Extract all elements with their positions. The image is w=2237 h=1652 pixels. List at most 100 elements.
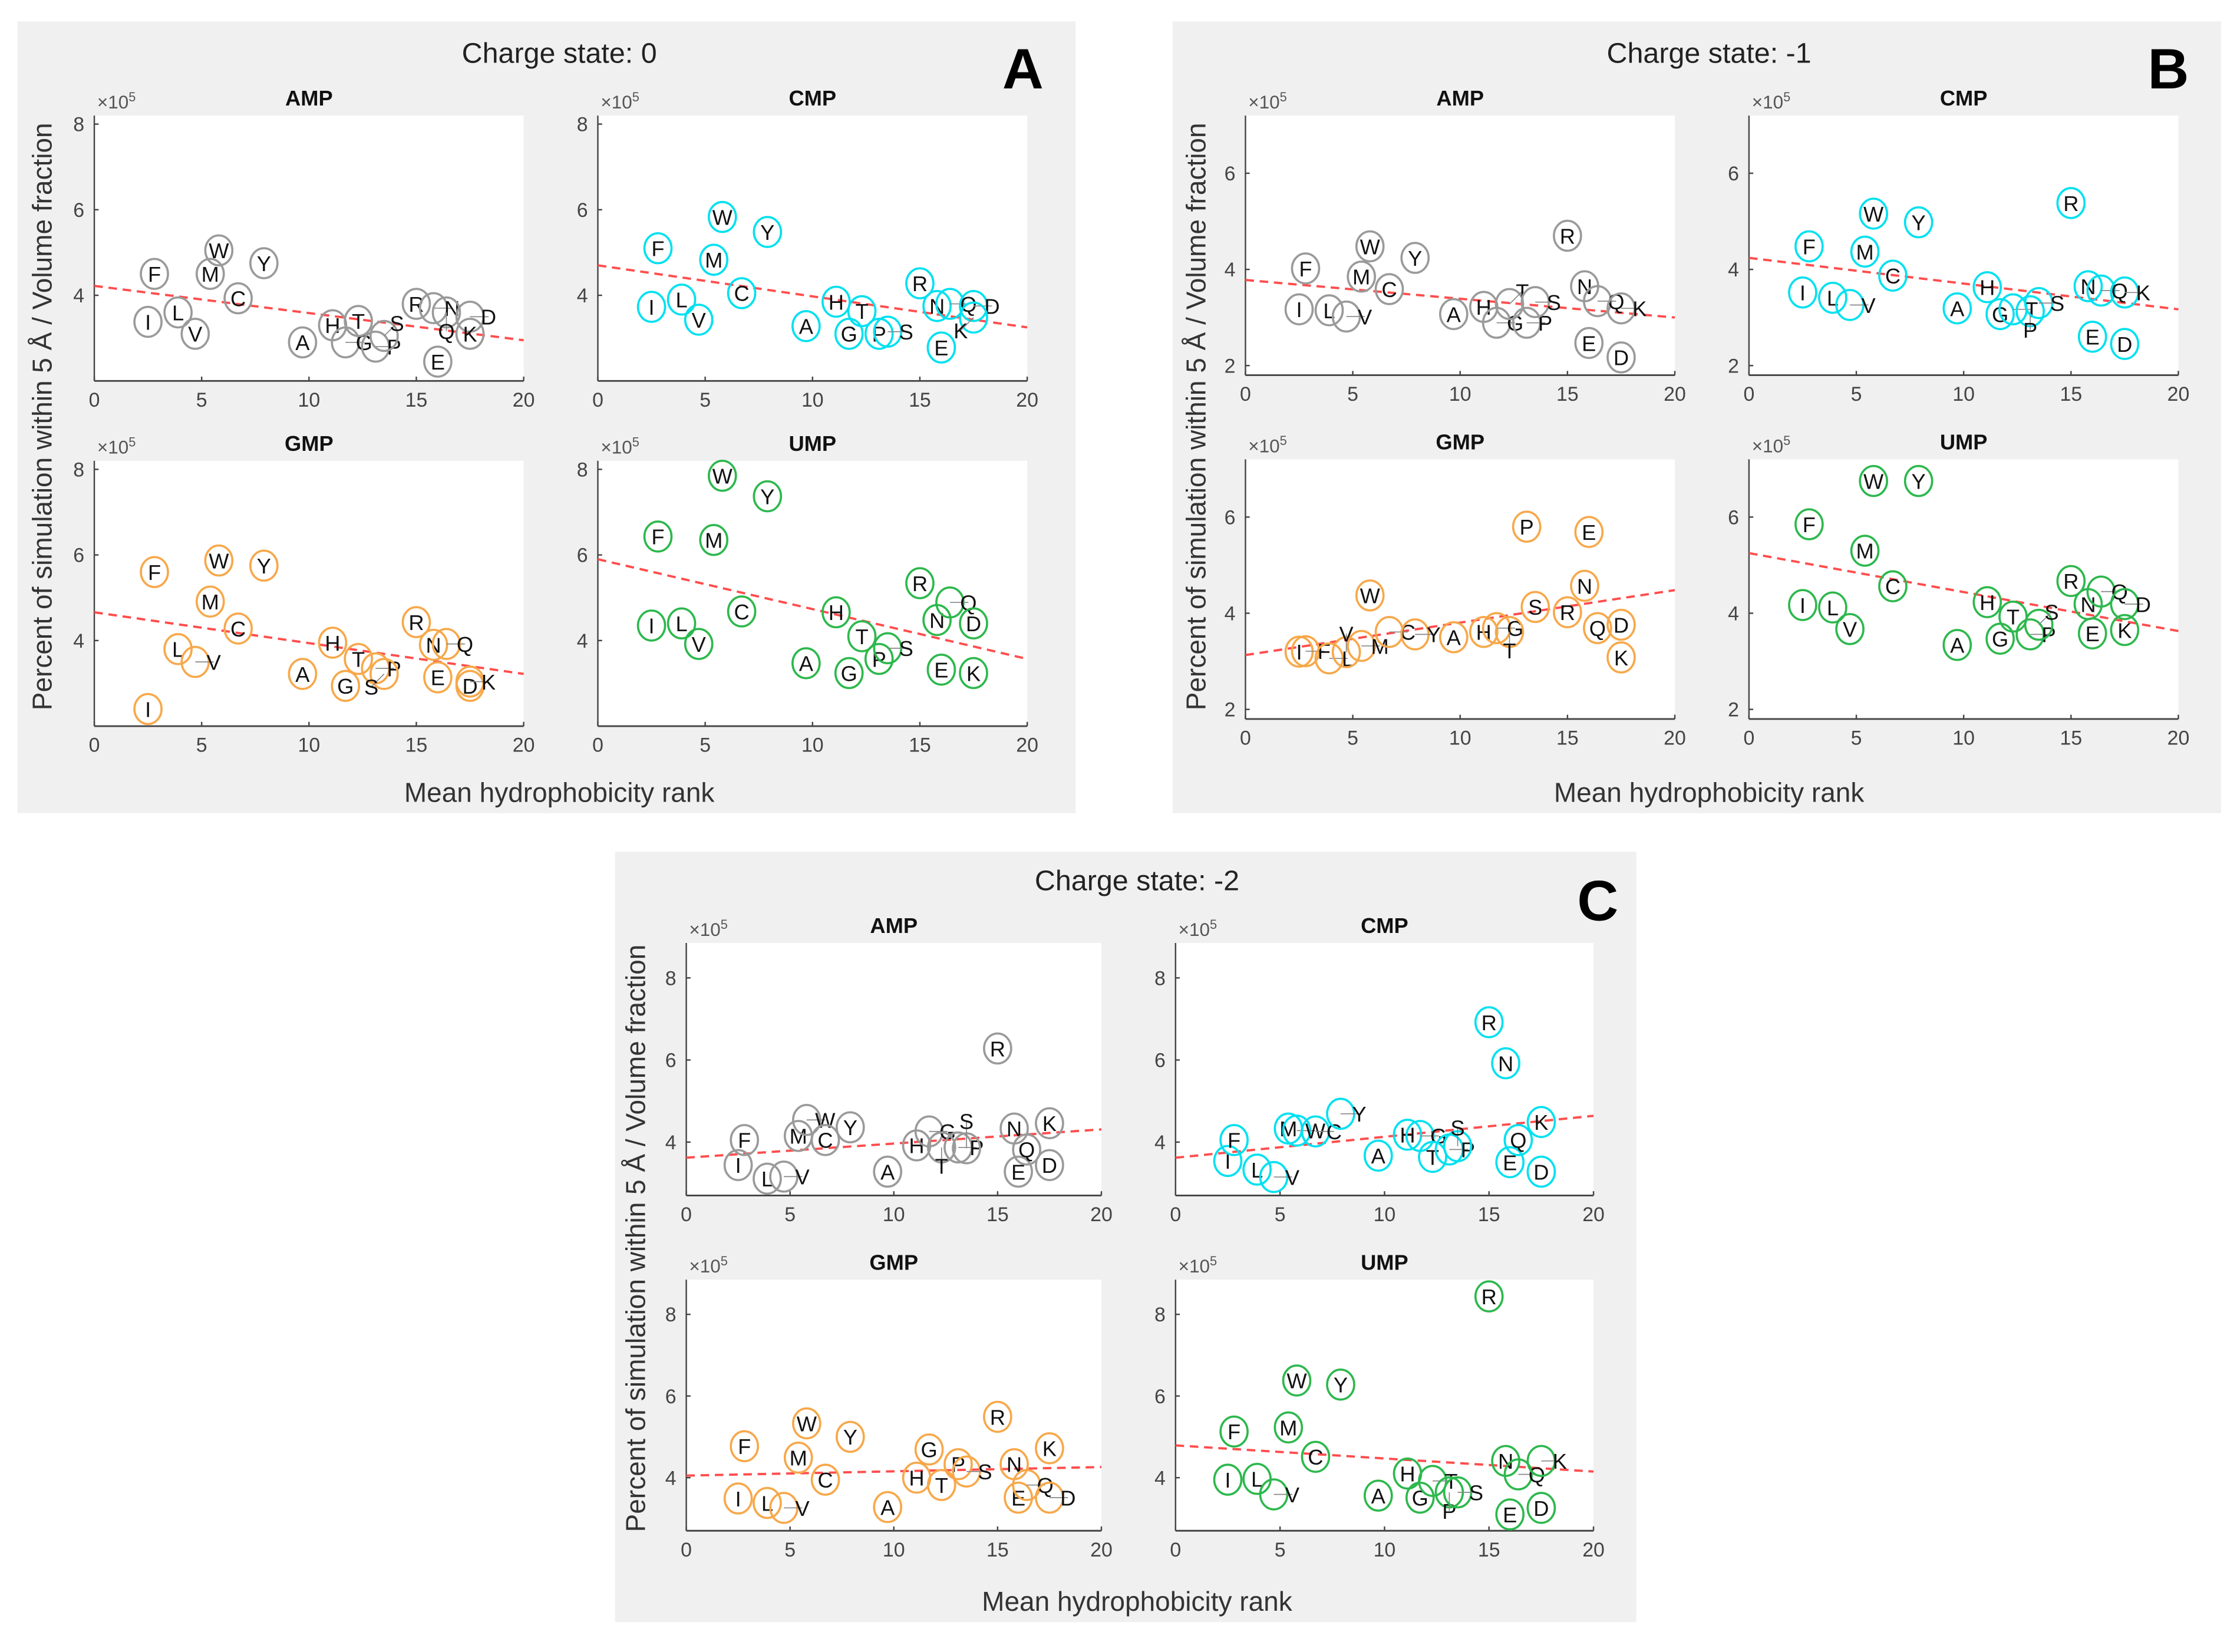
data-point-m: M [1347, 261, 1376, 293]
point-marker [288, 658, 318, 690]
x-axis-label: Mean hydrophobicity rank [982, 1586, 1293, 1617]
data-point-i: I [723, 1482, 753, 1515]
point-marker [2110, 614, 2140, 647]
data-point-c: C [1878, 570, 1908, 603]
data-point-w: W [1355, 579, 1385, 612]
point-marker [1553, 219, 1582, 252]
trend-line [1175, 1114, 1594, 1159]
x-tick-label: 10 [883, 1539, 905, 1561]
point-label: S [2050, 292, 2064, 316]
y-tick-label: 6 [665, 1386, 677, 1408]
point-label: A [295, 331, 310, 355]
point-label: A [799, 315, 814, 339]
data-point-a: A [1942, 629, 1972, 661]
point-label: V [795, 1165, 810, 1189]
y-multiplier-exponent: 5 [128, 435, 136, 450]
point-label: R [2063, 569, 2078, 593]
x-tick-label: 15 [1478, 1539, 1500, 1561]
point-label: A [1447, 302, 1461, 327]
point-marker [423, 661, 453, 694]
plot-area [1245, 116, 1675, 375]
point-marker [636, 609, 667, 642]
x-tick-label: 10 [1449, 727, 1471, 750]
x-tick-label: 0 [681, 1203, 692, 1226]
data-point-f: F [1794, 508, 1824, 540]
point-marker [1012, 1133, 1041, 1166]
y-multiplier: ×105 [1179, 1254, 1217, 1277]
point-marker [835, 1420, 865, 1453]
point-marker [1583, 612, 1612, 645]
data-point-w: W [204, 544, 234, 577]
data-point-t: T [926, 1131, 956, 1179]
y-multiplier: ×105 [689, 1254, 727, 1277]
data-point-k: K [1606, 641, 1636, 674]
data-point-f: F [730, 1430, 759, 1463]
y-tick-label: 8 [665, 1304, 677, 1326]
data-point-k: K [1035, 1107, 1064, 1140]
point-label: F [1299, 257, 1312, 281]
plot-area [94, 116, 524, 381]
y-multiplier-exponent: 5 [1783, 90, 1790, 104]
point-label: W [1286, 1369, 1307, 1393]
x-tick-label: 10 [801, 389, 824, 411]
point-label: C [817, 1129, 833, 1153]
data-point-h: H [318, 626, 348, 659]
label-leader-line [1509, 291, 1523, 305]
data-point-e: E [926, 653, 956, 686]
y-multiplier-exponent: 5 [1210, 917, 1217, 932]
point-label: S [2044, 601, 2058, 625]
y-tick-label: 8 [665, 967, 677, 990]
point-marker [180, 318, 210, 350]
y-tick-label: 4 [73, 285, 84, 307]
point-label: M [202, 590, 219, 614]
y-axis-label: Percent of simulation within 5 Å / Volum… [27, 123, 57, 710]
data-point-v: V [1259, 1160, 1300, 1193]
point-marker [1363, 1479, 1393, 1512]
point-marker [163, 633, 193, 665]
data-point-d: D [959, 607, 988, 640]
subplot-title: CMP [788, 86, 836, 110]
point-marker [2110, 328, 2140, 360]
y-tick-label: 2 [1728, 355, 1739, 377]
point-label: T [1516, 279, 1529, 304]
plot-area [94, 460, 524, 727]
point-label: K [1614, 646, 1628, 670]
data-point-s: S [1443, 1116, 1473, 1163]
point-marker [1301, 1440, 1331, 1473]
point-label: Y [1334, 1373, 1348, 1397]
point-label: M [1856, 539, 1873, 563]
x-tick-label: 15 [2060, 383, 2082, 405]
data-point-c: C [1878, 259, 1908, 292]
data-point-m: M [1273, 1411, 1304, 1444]
point-label: S [364, 675, 378, 700]
data-point-m: M [195, 258, 225, 290]
y-multiplier: ×105 [1248, 90, 1286, 113]
data-point-e: E [423, 345, 453, 378]
plot-area [598, 116, 1028, 381]
data-point-y: Y [1400, 242, 1430, 274]
y-multiplier-exponent: 5 [721, 917, 728, 932]
point-label: K [1632, 297, 1647, 321]
point-marker [1273, 1411, 1304, 1444]
data-point-e: E [423, 661, 453, 694]
y-tick-label: 6 [1728, 163, 1739, 185]
x-tick-label: 5 [700, 734, 711, 757]
y-tick-label: 8 [577, 459, 588, 481]
point-marker [1219, 1415, 1249, 1448]
point-marker [959, 607, 988, 640]
x-tick-label: 15 [1556, 383, 1579, 405]
subplot-title: GMP [1436, 430, 1484, 454]
point-label: I [649, 295, 655, 319]
data-point-h: H [1972, 271, 2002, 304]
point-marker [810, 1124, 840, 1156]
subplot-title: GMP [869, 1250, 918, 1274]
data-point-f: F [1219, 1124, 1249, 1156]
point-label: C [1381, 278, 1397, 302]
point-label: L [675, 288, 687, 312]
data-point-q: Q [2086, 575, 2128, 608]
x-tick-label: 10 [1449, 383, 1471, 405]
point-label: Y [1408, 246, 1422, 271]
